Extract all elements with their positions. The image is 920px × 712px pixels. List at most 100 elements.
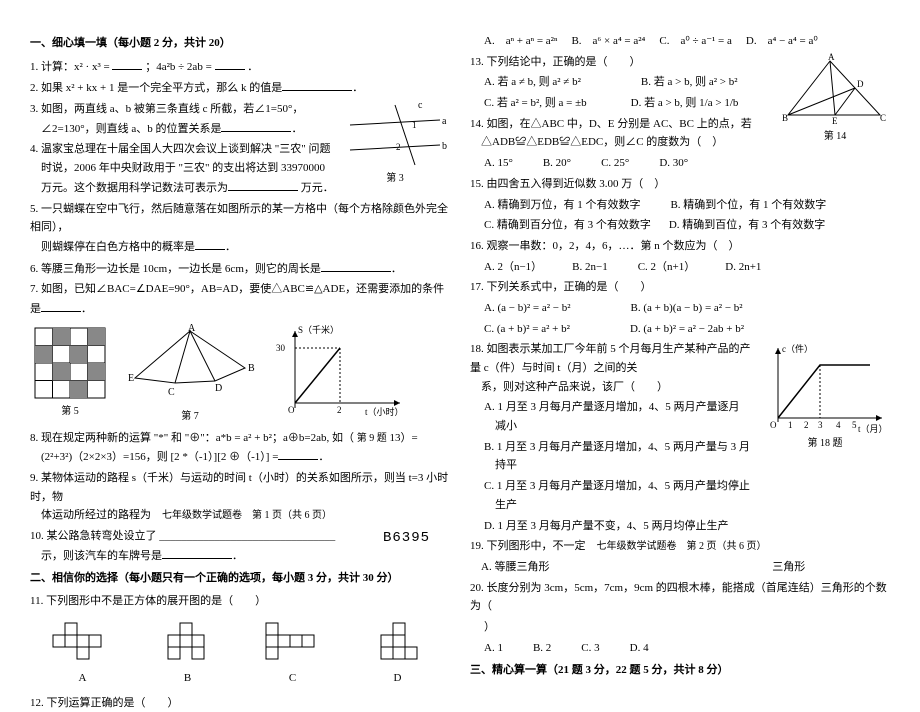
q8a: 8. 现在规定两种新的运算 "*" 和 "⊕"：a*b = a² + b²；a⊕… [30, 432, 354, 444]
opt-d-label: D [363, 669, 433, 688]
net-opt-c: C [258, 617, 328, 688]
net-opt-a: A [48, 617, 118, 688]
q2-text: 2. 如果 x² + kx + 1 是一个完全平方式，那么 k 的值是 [30, 82, 282, 94]
svg-text:S（千米）: S（千米） [298, 324, 339, 335]
opt: B. 2 [533, 639, 551, 658]
opt: C. 精确到百分位，有 3 个有效数字 [484, 216, 651, 235]
q19rest: 三角形 [552, 561, 805, 573]
exam-page: 一、细心填一填（每小题 2 分，共计 20） 1. 计算：x² · x³ = ；… [0, 0, 920, 650]
section-1-title: 一、细心填一填（每小题 2 分，共计 20） [30, 34, 450, 53]
q4: 4. 温家宝总理在十届全国人大四次会议上谈到解决 "三农" 问题 时说，2006… [30, 140, 450, 197]
q13-options-2: C. 若 a² = b², 则 a = ±b D. 若 a > b, 则 1/a… [484, 94, 774, 113]
opt: D. 2n+1 [725, 258, 761, 277]
opt-c-label: C [258, 669, 328, 688]
svg-text:D: D [215, 383, 222, 394]
q5-line-a: 5. 一只蝴蝶在空中飞行，然后随意落在如图所示的某一方格中（每个方格除颜色外完全… [30, 200, 450, 237]
q7: 7. 如图，已知∠BAC=∠DAE=90°，AB=AD，要使△ABC≌△ADE，… [30, 280, 450, 318]
figure-9-graph: 30 O 2 S（千米） t（小时） [270, 323, 410, 418]
opt: A. 15° [484, 154, 513, 173]
blank [162, 546, 232, 559]
section-2-title: 二、相信你的选择（每小题只有一个正确的选项，每小题 3 分，共计 30 分） [30, 569, 450, 588]
page-footer-2: 七年级数学试题卷 第 2 页（共 6 页） [597, 541, 767, 552]
blank [278, 447, 318, 460]
opt: B. 2n−1 [572, 258, 608, 277]
q6-end: ． [391, 263, 402, 275]
q15: 15. 由四舍五入得到近似数 3.00 万（ ） [470, 175, 890, 194]
q15-options: A. 精确到万位，有 1 个有效数字 B. 精确到个位，有 1 个有效数字 [484, 196, 890, 215]
q18-opt-a: A. 1 月至 3 月每月产量逐月增加，4、5 两月产量逐月 减小 [484, 398, 890, 435]
q4-line-b: 时说，2006 年中央财政用于 "三农" 的支出将达到 33970000 [30, 159, 450, 178]
q3-line-b: ∠2=130°，则直线 a、b 的位置关系是 [30, 123, 221, 135]
page-footer-1: 七年级数学试题卷 第 1 页（共 6 页） [162, 510, 332, 521]
opt: B. 精确到个位，有 1 个有效数字 [670, 196, 826, 215]
opt: D. 30° [659, 154, 688, 173]
q15-options-2: C. 精确到百分位，有 3 个有效数字 D. 精确到百位，有 3 个有效数字 [484, 216, 890, 235]
q3: 3. 如图，两直线 a、b 被第三条直线 c 所截，若∠1=50°， ∠2=13… [30, 100, 450, 138]
q18-opt-b: B. 1 月至 3 月每月产量逐月增加，4、5 两月产量与 3 月 持平 [484, 438, 890, 475]
q11: 11. 下列图形中不是正方体的展开图的是（ ） [30, 592, 450, 611]
blank [195, 237, 225, 250]
svg-text:30: 30 [276, 343, 286, 353]
opt: C. 若 a² = b², 则 a = ±b [484, 94, 587, 113]
q6: 6. 等腰三角形一边长是 10cm，一边长是 6cm，则它的周长是． [30, 259, 450, 279]
q5-line-b: 则蝴蝶停在白色方格中的概率是 [30, 241, 195, 253]
fig5-label: 第 5 [30, 403, 110, 420]
opt: C. 25° [601, 154, 629, 173]
svg-text:A: A [188, 323, 196, 334]
q18-opt-c: C. 1 月至 3 月每月产量逐月增加，4、5 两月产量均停止 生产 [484, 477, 890, 514]
q12: 12. 下列运算正确的是（ ） [30, 694, 450, 712]
q14-options: A. 15° B. 20° C. 25° D. 30° [484, 154, 890, 173]
opt: D. a⁴ − a⁴ = a⁰ [746, 32, 818, 51]
q1-end: ． [247, 61, 258, 73]
q20-end: ） [484, 618, 890, 637]
q2-end: ． [352, 82, 363, 94]
svg-text:B: B [248, 363, 255, 374]
q19-opts: A. 等腰三角形 三角形 [470, 558, 890, 577]
q18: 18. 如图表示某加工厂今年前 5 个月每月生产某种产品的产量 c（件）与时间 … [470, 340, 890, 396]
figure-5: 第 5 [30, 323, 110, 420]
q20: 20. 长度分别为 3cm，5cm，7cm，9cm 的四根木棒，能搭成（首尾连结… [470, 579, 890, 616]
q17: 17. 下列关系式中，正确的是（ ） [470, 278, 890, 297]
svg-text:O: O [288, 405, 295, 415]
blank [112, 57, 142, 70]
net-opt-b: B [153, 617, 223, 688]
q13: 13. 下列结论中，正确的是（ ） [470, 53, 890, 72]
q7-text: 7. 如图，已知∠BAC=∠DAE=90°，AB=AD，要使△ABC≌△ADE，… [30, 283, 444, 315]
q3-line-a: 3. 如图，两直线 a、b 被第三条直线 c 所截，若∠1=50°， [30, 100, 450, 119]
opt: D. 若 a > b, 则 1/a > 1/b [631, 94, 739, 113]
fig7-label: 第 7 [120, 408, 260, 425]
q19: 19. 下列图形中，不一定 七年级数学试题卷 第 2 页（共 6 页） [470, 537, 890, 556]
q9: 9. 某物体运动的路程 s（千米）与运动的时间 t（小时）的关系如图所示，则当 … [30, 469, 450, 525]
opt: A. 2（n−1） [484, 258, 542, 277]
right-column: A. aⁿ + aⁿ = a²ⁿ B. a⁶ × a⁴ = a²⁴ C. a⁰ … [460, 30, 900, 640]
q9a: 9. 某物体运动的路程 s（千米）与运动的时间 t（小时）的关系如图所示，则当 … [30, 469, 450, 506]
svg-text:E: E [128, 373, 134, 384]
opt: A. aⁿ + aⁿ = a²ⁿ [484, 32, 557, 51]
opt: C. 3 [581, 639, 599, 658]
q19-text: 19. 下列图形中，不一定 [470, 540, 586, 552]
svg-text:t（小时）: t（小时） [365, 406, 404, 417]
q14b: △ADB≌△EDB≌△EDC，则∠C 的度数为（ ） [470, 133, 890, 152]
net-opt-d: D [363, 617, 433, 688]
q10: 10. 某公路急转弯处设立了 _________________________… [30, 527, 450, 565]
q5-end: ． [225, 241, 236, 253]
opt: D. 4 [630, 639, 649, 658]
figure-7: A E B D C 第 7 [120, 323, 260, 425]
q8-end: ． [318, 451, 329, 463]
blank [282, 78, 352, 91]
figure-row-5-7-9: 第 5 A E B D C 第 7 [30, 323, 450, 425]
q8b: 13）= [389, 432, 417, 444]
q9b: 体运动所经过的路程为 [30, 509, 151, 521]
q4-line-c: 万元。这个数据用科学记数法可表示为 [30, 182, 228, 194]
q1-text-b: ；4a²b ÷ 2ab = [145, 61, 214, 73]
q14a: 14. 如图，在△ABC 中，D、E 分别是 AC、BC 上的点，若 [470, 115, 890, 134]
q7-end: ． [81, 303, 92, 315]
opt: B. (a + b)(a − b) = a² − b² [631, 299, 743, 318]
q4-end: 万元． [298, 182, 334, 194]
q1: 1. 计算：x² · x³ = ；4a²b ÷ 2ab = ． [30, 57, 450, 77]
q16: 16. 观察一串数：0，2，4，6，…．第 n 个数应为（ ） [470, 237, 890, 256]
opt-b-label: B [153, 669, 223, 688]
opt: C. (a + b)² = a² + b² [484, 320, 570, 339]
opt: C. 2（n+1） [638, 258, 696, 277]
blank [41, 299, 81, 312]
